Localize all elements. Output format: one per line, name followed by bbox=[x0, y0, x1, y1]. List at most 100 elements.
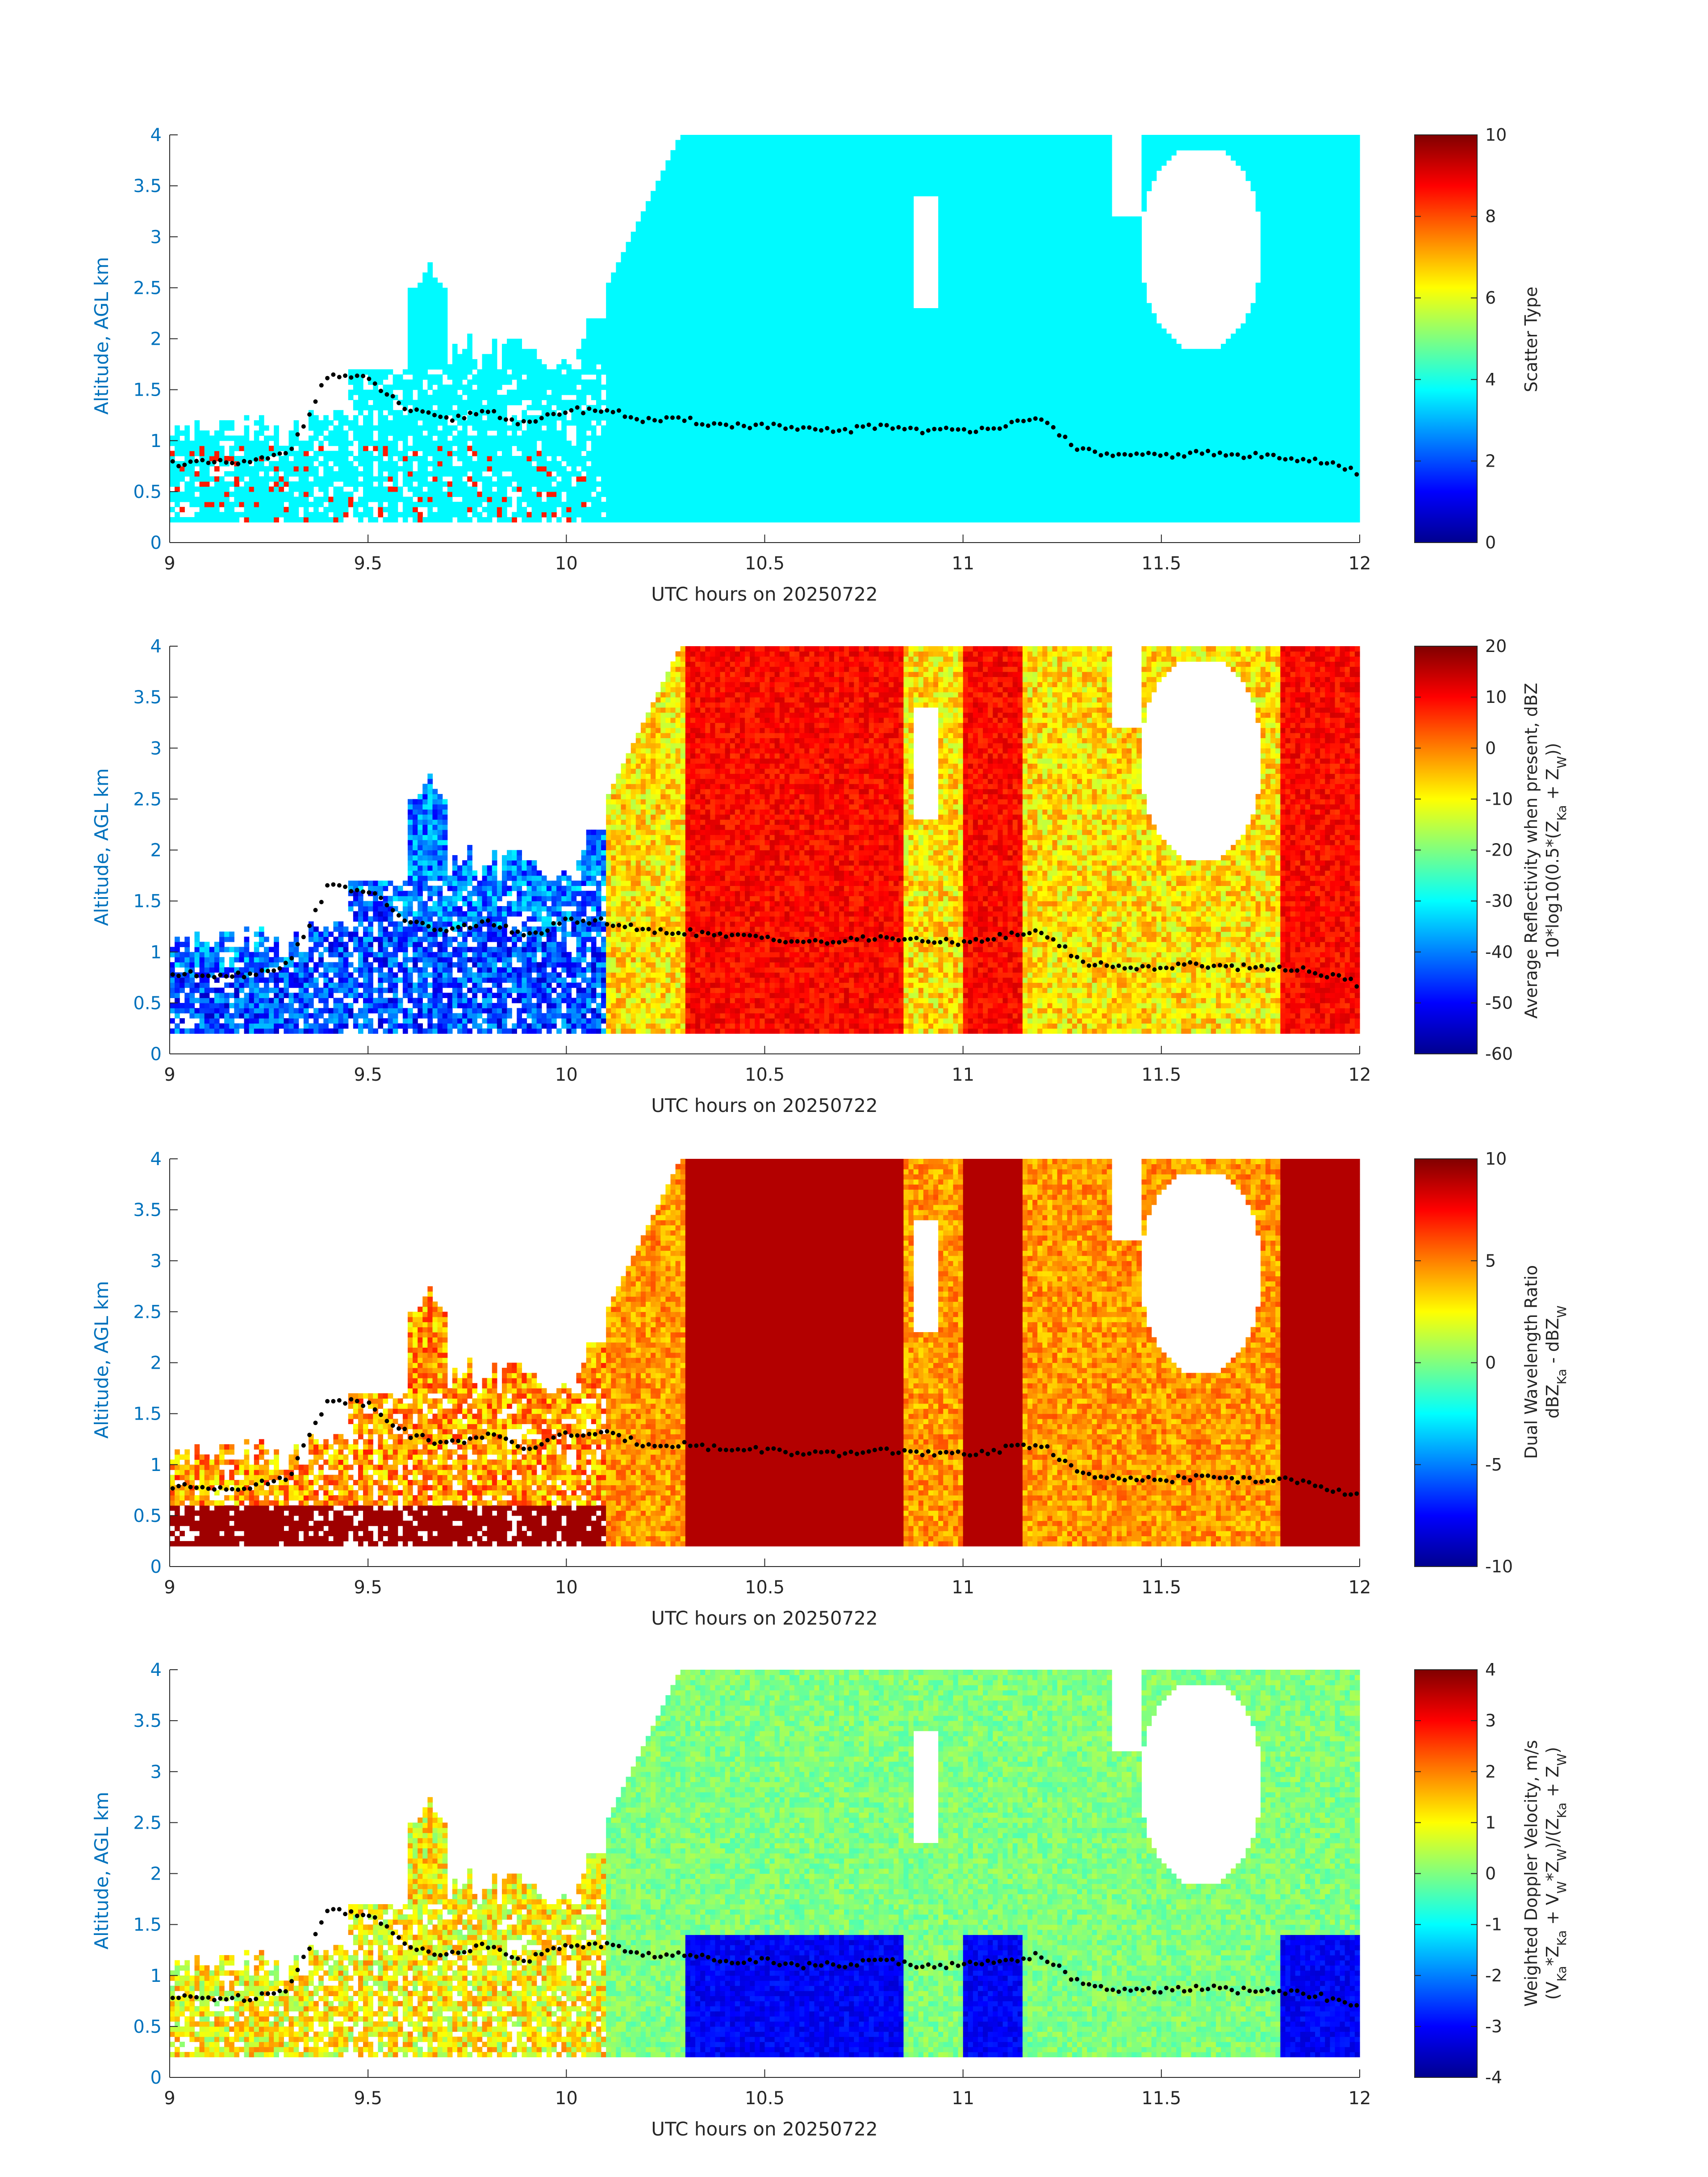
heatmap-cell bbox=[690, 247, 696, 252]
heatmap-cell bbox=[447, 390, 453, 395]
heatmap-cell bbox=[715, 145, 720, 150]
heatmap-cell bbox=[274, 492, 279, 497]
heatmap-cell bbox=[422, 334, 428, 339]
heatmap-cell bbox=[656, 272, 661, 278]
heatmap-cell bbox=[561, 364, 567, 370]
heatmap-cell bbox=[214, 446, 220, 451]
heatmap-cell bbox=[447, 405, 453, 410]
heatmap-cell bbox=[443, 390, 448, 395]
heatmap-cell bbox=[279, 512, 284, 518]
heatmap-cell bbox=[214, 435, 220, 441]
heatmap-cell bbox=[665, 364, 671, 370]
heatmap-cell bbox=[517, 374, 522, 380]
heatmap-cell bbox=[690, 502, 696, 507]
heatmap-cell bbox=[502, 466, 507, 472]
heatmap-cell bbox=[551, 441, 557, 446]
heatmap-cell bbox=[443, 349, 448, 354]
heatmap-cell bbox=[502, 369, 507, 375]
heatmap-cell bbox=[274, 481, 279, 487]
heatmap-cell bbox=[363, 456, 368, 461]
heatmap-cell bbox=[695, 272, 701, 278]
heatmap-cell bbox=[512, 395, 517, 400]
heatmap-cell bbox=[611, 456, 616, 461]
heatmap-cell bbox=[581, 486, 587, 492]
heatmap-cell bbox=[398, 380, 403, 385]
heatmap-cell bbox=[606, 481, 611, 487]
heatmap-cell bbox=[443, 323, 448, 329]
heatmap-cell bbox=[358, 435, 363, 441]
heatmap-cell bbox=[338, 415, 344, 421]
heatmap-cell bbox=[591, 441, 597, 446]
heatmap-cell bbox=[695, 435, 701, 441]
heatmap-cell bbox=[378, 441, 383, 446]
heatmap-cell bbox=[725, 160, 731, 166]
heatmap-cell bbox=[368, 369, 373, 375]
heatmap-cell bbox=[651, 288, 656, 293]
heatmap-cell bbox=[576, 512, 582, 518]
heatmap-cell bbox=[735, 349, 740, 354]
heatmap-cell bbox=[656, 191, 661, 196]
heatmap-cell bbox=[388, 456, 393, 461]
heatmap-cell bbox=[502, 507, 507, 512]
heatmap-cell bbox=[522, 461, 527, 466]
heatmap-cell bbox=[725, 145, 731, 150]
heatmap-cell bbox=[660, 446, 666, 451]
heatmap-cell bbox=[636, 374, 641, 380]
heatmap-cell bbox=[715, 267, 720, 273]
heatmap-cell bbox=[368, 471, 373, 476]
heatmap-cell bbox=[443, 369, 448, 375]
heatmap-cell bbox=[671, 206, 676, 212]
heatmap-cell bbox=[660, 364, 666, 370]
heatmap-cell bbox=[690, 298, 696, 303]
heatmap-cell bbox=[209, 446, 215, 451]
heatmap-cell bbox=[641, 374, 646, 380]
heatmap-cell bbox=[621, 344, 626, 349]
heatmap-cell bbox=[547, 400, 552, 405]
heatmap-cell bbox=[700, 288, 706, 293]
heatmap-cell bbox=[427, 278, 433, 283]
heatmap-cell bbox=[616, 415, 621, 421]
heatmap-cell bbox=[393, 446, 398, 451]
heatmap-cell bbox=[383, 507, 388, 512]
heatmap-cell bbox=[685, 196, 691, 201]
heatmap-cell bbox=[626, 303, 631, 309]
heatmap-cell bbox=[517, 497, 522, 502]
heatmap-cell bbox=[665, 171, 671, 176]
heatmap-cell bbox=[383, 517, 388, 522]
heatmap-cell bbox=[328, 456, 334, 461]
heatmap-cell bbox=[338, 507, 344, 512]
heatmap-cell bbox=[681, 435, 686, 441]
heatmap-cell bbox=[184, 446, 190, 451]
heatmap-cell bbox=[740, 502, 745, 507]
heatmap-cell bbox=[452, 390, 458, 395]
heatmap-cell bbox=[586, 486, 592, 492]
heatmap-cell bbox=[730, 140, 735, 145]
heatmap-cell bbox=[313, 456, 319, 461]
heatmap-cell bbox=[631, 288, 636, 293]
heatmap-cell bbox=[735, 278, 740, 283]
heatmap-cell bbox=[715, 466, 720, 472]
heatmap-cell bbox=[720, 349, 726, 354]
heatmap-cell bbox=[363, 395, 368, 400]
heatmap-cell bbox=[502, 374, 507, 380]
heatmap-cell bbox=[690, 481, 696, 487]
heatmap-cell bbox=[715, 446, 720, 451]
heatmap-cell bbox=[646, 303, 651, 309]
heatmap-cell bbox=[259, 492, 264, 497]
heatmap-cell bbox=[487, 497, 493, 502]
heatmap-cell bbox=[681, 471, 686, 476]
heatmap-cell bbox=[601, 507, 606, 512]
heatmap-cell bbox=[641, 486, 646, 492]
heatmap-cell bbox=[502, 395, 507, 400]
heatmap-cell bbox=[656, 374, 661, 380]
heatmap-cell bbox=[676, 247, 681, 252]
heatmap-cell bbox=[651, 252, 656, 257]
heatmap-cell bbox=[368, 395, 373, 400]
heatmap-cell bbox=[532, 364, 537, 370]
heatmap-cell bbox=[184, 430, 190, 436]
heatmap-cell bbox=[705, 512, 710, 518]
heatmap-cell bbox=[522, 364, 527, 370]
heatmap-cell bbox=[363, 415, 368, 421]
heatmap-cell bbox=[725, 486, 731, 492]
heatmap-cell bbox=[279, 497, 284, 502]
